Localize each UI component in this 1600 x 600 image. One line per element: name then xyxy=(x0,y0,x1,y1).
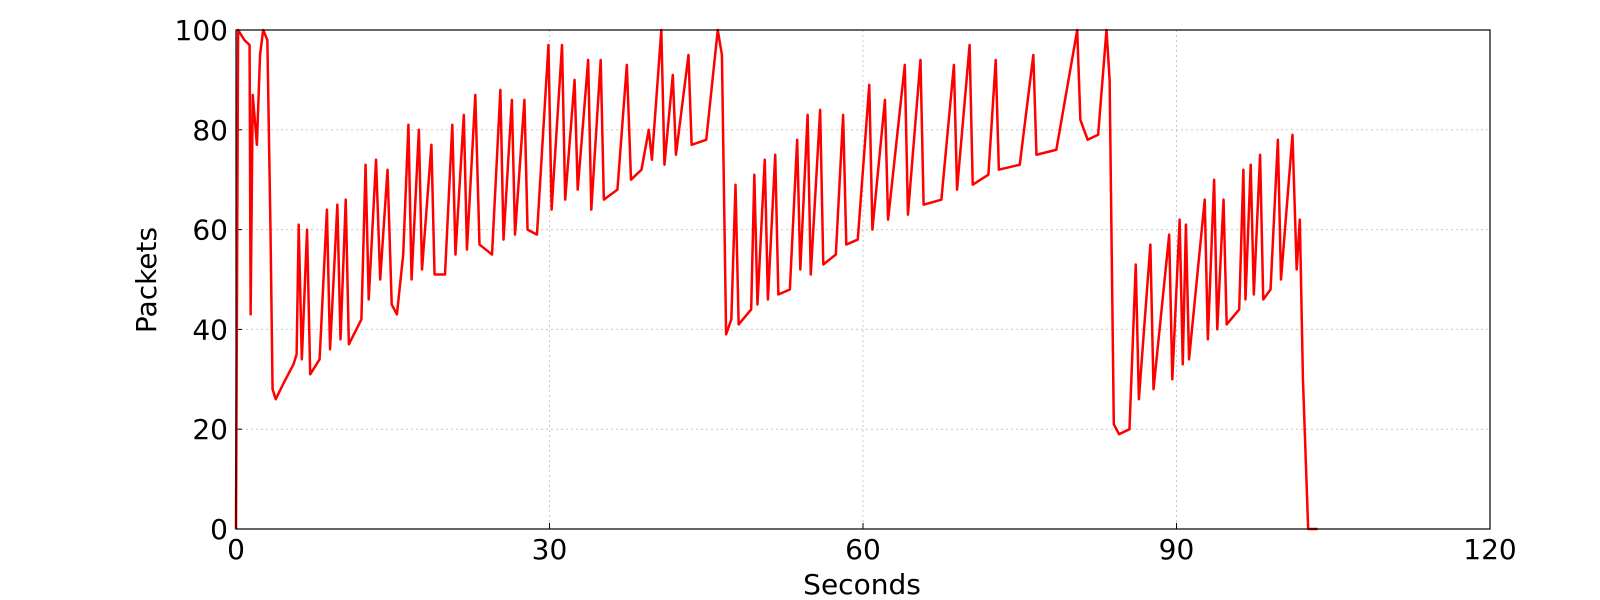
y-tick-label: 40 xyxy=(192,313,228,346)
x-axis-label: Seconds xyxy=(803,568,921,600)
plot-frame xyxy=(235,29,1491,530)
y-tick-label: 100 xyxy=(175,14,228,47)
x-tick-label: 90 xyxy=(1159,533,1195,566)
y-tick-label: 20 xyxy=(192,413,228,446)
y-tick-label: 0 xyxy=(210,513,228,546)
data-line xyxy=(234,28,1318,531)
y-axis-label: Packets xyxy=(130,227,163,333)
x-tick-label: 120 xyxy=(1463,533,1516,566)
y-tick-label: 60 xyxy=(192,214,228,247)
x-tick-label: 0 xyxy=(227,533,245,566)
x-tick-label: 30 xyxy=(532,533,568,566)
y-tick-label: 80 xyxy=(192,114,228,147)
x-tick-label: 60 xyxy=(845,533,881,566)
